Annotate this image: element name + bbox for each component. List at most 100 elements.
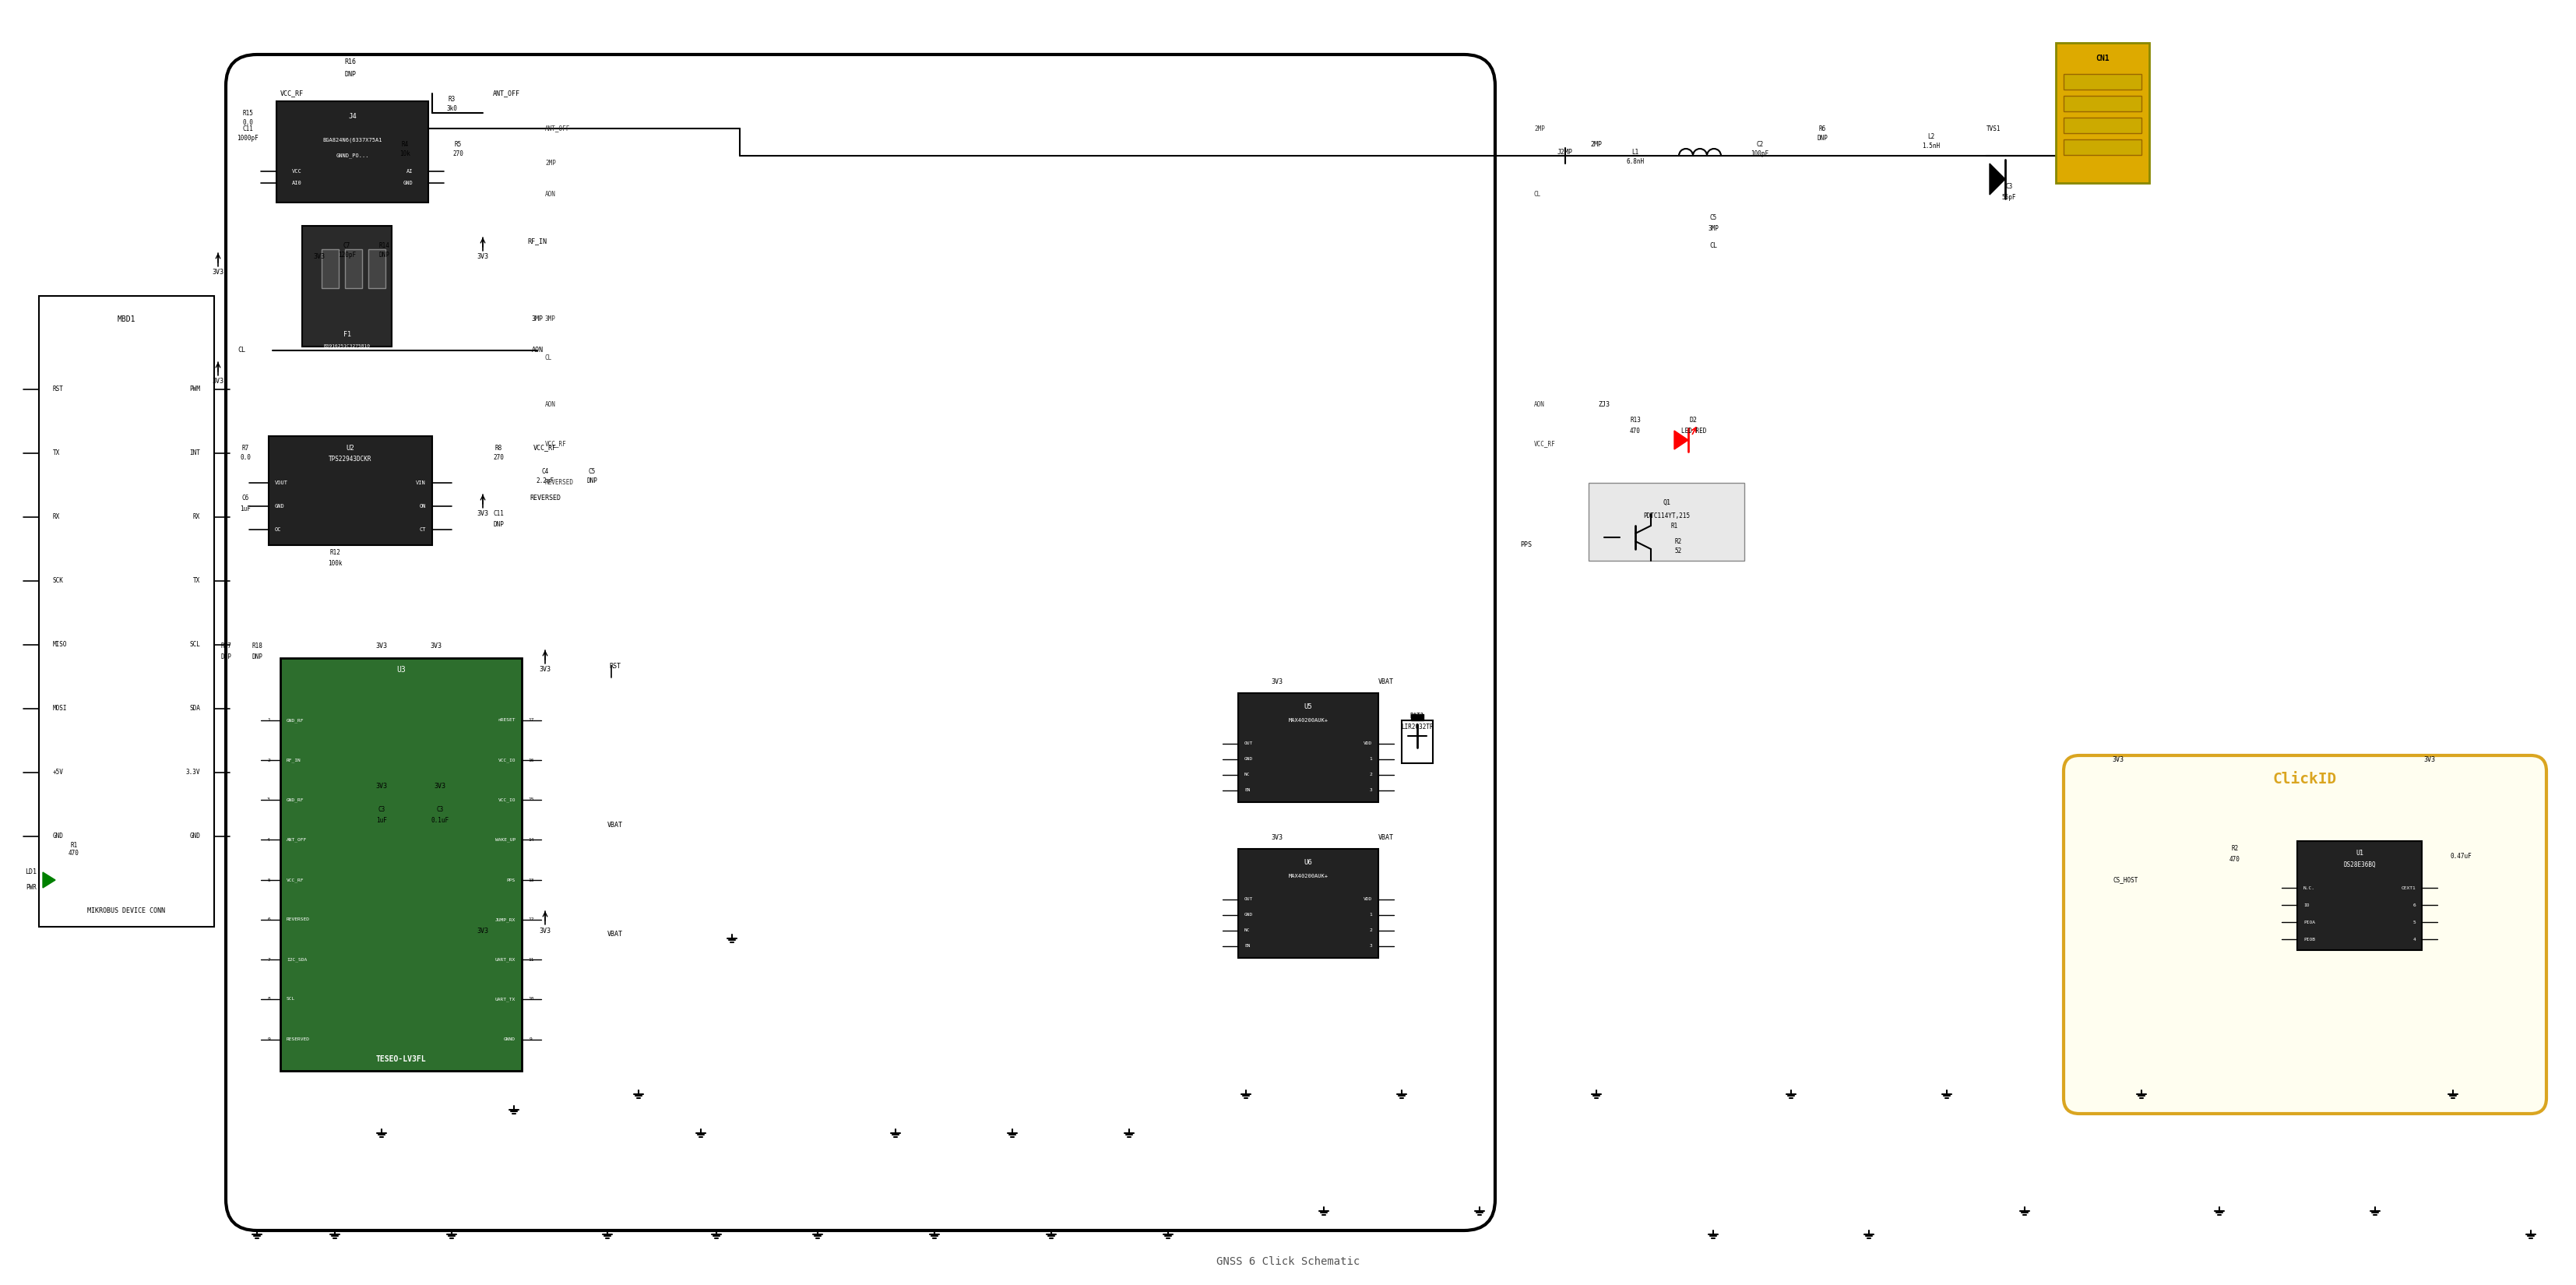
Text: CL: CL [546, 355, 551, 362]
Text: GND_RF: GND_RF [286, 718, 304, 722]
Text: IO: IO [2303, 903, 2308, 907]
Text: DNP: DNP [222, 653, 232, 660]
Text: ANT_OFF: ANT_OFF [546, 125, 569, 132]
Text: 270: 270 [492, 455, 505, 461]
Text: RF_IN: RF_IN [528, 238, 546, 245]
Text: TESEO-LV3FL: TESEO-LV3FL [376, 1055, 425, 1063]
Text: U2: U2 [345, 445, 355, 451]
Text: 56pF: 56pF [2002, 194, 2017, 200]
Text: TX: TX [193, 577, 201, 585]
Text: JUMP_RX: JUMP_RX [495, 917, 515, 921]
Text: 17: 17 [528, 718, 533, 722]
Text: INT: INT [188, 450, 201, 456]
Text: 3V3: 3V3 [430, 642, 443, 650]
Text: C3: C3 [435, 807, 443, 813]
Text: VCC: VCC [291, 170, 301, 173]
Text: MAX40200AUK+: MAX40200AUK+ [1288, 874, 1329, 879]
Text: 0.0: 0.0 [240, 455, 250, 461]
Text: U5: U5 [1303, 704, 1311, 711]
Text: 4: 4 [394, 274, 397, 279]
Text: R1: R1 [70, 842, 77, 848]
Text: VCC_RF: VCC_RF [281, 90, 304, 96]
Text: SDA: SDA [188, 705, 201, 712]
Text: L2: L2 [1927, 132, 1935, 140]
Text: 3V3: 3V3 [314, 253, 325, 261]
Text: C6: C6 [242, 495, 250, 502]
Bar [276, 102, 428, 203]
Text: VBAT: VBAT [1378, 834, 1394, 840]
Text: 7: 7 [268, 957, 270, 961]
Text: R1: R1 [1672, 522, 1677, 529]
Text: DNP: DNP [345, 71, 355, 77]
Bar [39, 296, 214, 926]
Text: 3k0: 3k0 [446, 105, 456, 113]
Text: GNND_PO...: GNND_PO... [335, 153, 368, 158]
Text: REVERSED: REVERSED [286, 917, 309, 921]
Text: 0.0: 0.0 [242, 118, 252, 126]
Text: GND: GND [54, 833, 64, 840]
Text: 1: 1 [1370, 914, 1373, 917]
Text: U3: U3 [397, 666, 404, 673]
Text: 15: 15 [528, 798, 533, 802]
Polygon shape [1989, 163, 2004, 195]
Text: REVERSED: REVERSED [531, 495, 562, 502]
Text: 3: 3 [394, 306, 397, 310]
Text: OC: OC [276, 527, 281, 532]
Text: 6: 6 [268, 917, 270, 921]
Text: 4: 4 [268, 838, 270, 842]
Bar [2298, 842, 2421, 950]
Text: CT: CT [420, 527, 425, 532]
Text: MBD1: MBD1 [118, 315, 137, 324]
Text: VCC_IO: VCC_IO [497, 758, 515, 762]
Text: L1: L1 [1631, 148, 1638, 155]
Text: NC: NC [1244, 774, 1249, 777]
Text: OUT: OUT [1244, 741, 1252, 745]
Text: 1: 1 [294, 274, 299, 279]
Text: 4: 4 [2414, 937, 2416, 941]
Text: R17: R17 [222, 642, 232, 650]
Text: J2MP: J2MP [1558, 148, 1574, 155]
Text: 2: 2 [1370, 774, 1373, 777]
Text: 470: 470 [2228, 856, 2241, 862]
Text: AON: AON [546, 401, 556, 409]
Text: C3: C3 [2007, 184, 2012, 190]
Text: 14: 14 [528, 838, 533, 842]
Text: AON: AON [531, 347, 544, 353]
Text: 6: 6 [2414, 903, 2416, 907]
Text: GNSS 6 Click Schematic: GNSS 6 Click Schematic [1216, 1257, 1360, 1267]
Text: VDD: VDD [1363, 897, 1373, 902]
Text: SCK: SCK [54, 577, 64, 585]
Text: R15: R15 [242, 109, 252, 117]
Text: RST: RST [54, 386, 64, 393]
Text: VBAT: VBAT [608, 932, 623, 938]
Text: BAT1: BAT1 [1409, 713, 1425, 720]
Text: UART_TX: UART_TX [495, 997, 515, 1001]
Text: 2.2uF: 2.2uF [536, 478, 554, 484]
Text: 3V3: 3V3 [435, 783, 446, 790]
Text: 2: 2 [1370, 929, 1373, 933]
Text: 3V3: 3V3 [538, 928, 551, 934]
Text: 3MP: 3MP [1708, 225, 1718, 231]
Text: 1.5nH: 1.5nH [1922, 143, 1940, 150]
Text: C11: C11 [242, 125, 252, 132]
Text: MOSI: MOSI [54, 705, 67, 712]
Text: VOUT: VOUT [276, 481, 289, 486]
Bar [322, 249, 337, 288]
Text: PPS: PPS [507, 878, 515, 882]
Text: BGA824N6(6337X75A1: BGA824N6(6337X75A1 [322, 137, 381, 143]
Text: RX: RX [193, 514, 201, 520]
Text: DNP: DNP [1816, 135, 1826, 143]
Text: 8: 8 [268, 997, 270, 1001]
Text: F1: F1 [343, 332, 350, 338]
Text: 5: 5 [268, 878, 270, 882]
Text: GND: GND [188, 833, 201, 840]
Text: 2MP: 2MP [1589, 140, 1602, 148]
Text: C4: C4 [541, 468, 549, 474]
Text: 52: 52 [1674, 547, 1682, 555]
Text: LED RED: LED RED [1682, 427, 1705, 434]
Text: 2: 2 [268, 758, 270, 762]
Text: ANT_OFF: ANT_OFF [286, 838, 307, 842]
Bar [1589, 483, 1744, 560]
Text: C3: C3 [379, 807, 386, 813]
Text: RESERVED: RESERVED [286, 1038, 309, 1042]
